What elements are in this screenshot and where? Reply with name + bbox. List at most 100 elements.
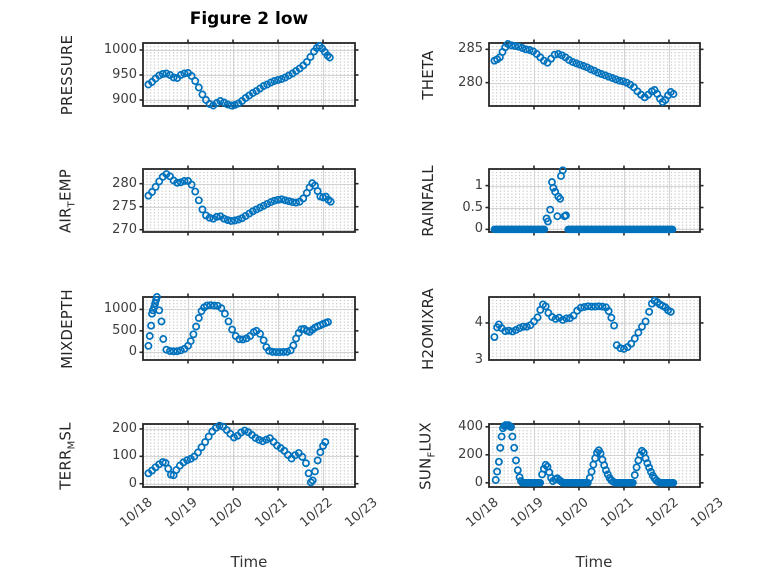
gridline-horizontal: [143, 75, 355, 76]
data-point: [512, 456, 520, 465]
data-point: [173, 178, 182, 187]
data-point: [227, 101, 236, 110]
data-point: [546, 205, 555, 214]
data-point: [666, 307, 675, 316]
data-point: [591, 302, 600, 311]
y-tick-label: 400: [458, 418, 483, 434]
data-point: [187, 180, 196, 189]
data-point: [515, 473, 524, 482]
data-point: [186, 337, 195, 346]
x-axis-label-right: Time: [575, 553, 613, 571]
data-point: [576, 303, 585, 312]
data-point: [643, 459, 652, 468]
data-point: [259, 336, 268, 345]
data-point: [274, 76, 282, 84]
data-point: [610, 321, 619, 330]
data-point: [310, 467, 319, 476]
data-point: [234, 215, 243, 224]
data-point: [148, 188, 156, 196]
data-point: [274, 195, 282, 204]
data-point: [277, 195, 286, 204]
data-point: [159, 335, 168, 343]
y-tick-label: 500: [112, 322, 137, 338]
gridline-vertical: [323, 424, 325, 487]
axes-frame: [142, 423, 356, 488]
gridline-horizontal: [489, 49, 700, 51]
data-point: [579, 62, 588, 70]
y-tick-label: 200: [112, 420, 137, 436]
data-point: [256, 329, 264, 338]
y-tick-label: 280: [112, 175, 137, 191]
data-point: [265, 346, 273, 355]
data-point: [558, 166, 567, 175]
data-point: [507, 423, 515, 432]
data-point: [518, 44, 527, 52]
y-axis-label-text: PRESSURE: [58, 34, 76, 115]
data-point: [180, 69, 189, 78]
gridline-vertical: [323, 43, 325, 106]
data-point: [508, 432, 517, 441]
data-point: [569, 311, 578, 320]
y-axis-label-text: M: [66, 440, 78, 449]
y-tick-label: 3: [474, 352, 483, 367]
series-theta: [485, 39, 704, 110]
data-point: [255, 435, 264, 444]
gridline-horizontal: [489, 207, 700, 209]
data-point: [212, 212, 221, 221]
gridline-horizontal: [489, 426, 700, 428]
data-point: [516, 477, 525, 486]
y-tick-label: 1000: [103, 42, 137, 57]
data-point: [630, 334, 639, 343]
data-point: [187, 72, 196, 80]
y-tick-label: 280: [458, 74, 483, 90]
gridline-vertical: [323, 297, 325, 360]
data-point: [669, 90, 678, 98]
data-point: [224, 317, 233, 326]
gridline-horizontal: [143, 456, 355, 458]
data-point: [220, 309, 229, 318]
data-point: [176, 178, 185, 187]
data-point: [198, 205, 207, 214]
y-tick-label: 0: [474, 474, 483, 490]
gridline-vertical: [188, 424, 189, 487]
data-point: [210, 301, 219, 310]
y-axis-label-text: H2OMIXRA: [419, 287, 437, 370]
y-axis-label-pressure: PRESSURE: [58, 34, 76, 114]
data-point: [608, 74, 617, 82]
series-air-temp: [139, 165, 359, 236]
series-sun-flux: [485, 420, 704, 491]
axes-pressure: [143, 43, 355, 106]
data-point: [281, 196, 290, 205]
data-point: [513, 466, 522, 475]
data-point: [201, 438, 210, 447]
data-point: [301, 459, 310, 468]
data-point: [541, 460, 550, 469]
gridline-horizontal: [489, 322, 700, 324]
data-point: [638, 446, 646, 455]
data-point: [183, 456, 192, 465]
data-point: [198, 90, 207, 99]
data-point: [164, 464, 173, 473]
data-point: [598, 302, 607, 311]
gridline-horizontal: [489, 82, 700, 84]
gridline-vertical: [533, 297, 535, 360]
data-point: [550, 50, 559, 59]
axes-frame: [488, 168, 701, 233]
data-point: [632, 463, 641, 472]
data-point: [572, 59, 581, 68]
data-point: [192, 322, 201, 331]
data-point: [519, 322, 528, 331]
axes-frame: [488, 42, 701, 107]
series-pressure: [139, 39, 359, 110]
data-point: [306, 53, 315, 61]
gridline-vertical: [188, 169, 189, 232]
data-point: [230, 216, 239, 225]
gridline-horizontal: [143, 229, 355, 231]
y-tick-label: 1: [474, 177, 483, 193]
y-axis-label-text: THETA: [419, 49, 437, 100]
data-point: [597, 70, 606, 78]
data-point: [262, 435, 271, 444]
data-point: [204, 432, 213, 441]
gridline-vertical: [233, 424, 235, 487]
